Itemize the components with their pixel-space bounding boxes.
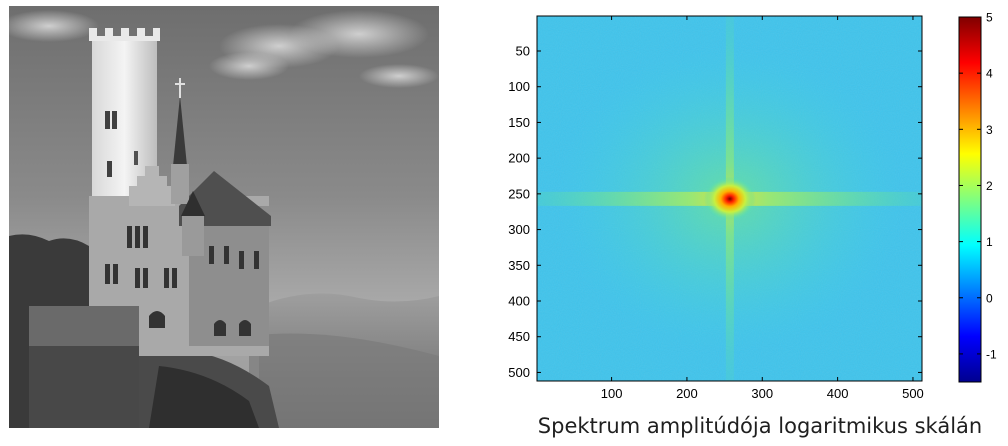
castle-window (105, 264, 110, 284)
arched-window (214, 320, 226, 336)
tower-window (134, 151, 138, 165)
castle-window (113, 264, 118, 284)
plot-frame (536, 15, 923, 382)
cliff-shadow (149, 366, 259, 428)
center-peak (703, 176, 756, 221)
colorbar-tick-label: -1 (986, 347, 997, 361)
y-tick-label: 200 (508, 151, 530, 166)
colorbar: -1 0 1 2 3 4 5 (958, 11, 997, 383)
tower-window (107, 161, 112, 177)
colorbar-tick-label: 0 (986, 291, 993, 305)
castle-window (135, 226, 140, 248)
y-tick-label: 450 (508, 329, 530, 344)
tower-window (105, 111, 110, 129)
spectrum-chart: 100 200 300 400 500 501001502002503003504004… (508, 11, 997, 401)
x-tick-label: 300 (751, 386, 773, 400)
colorbar-tick-label: 3 (986, 123, 993, 137)
x-tick-label: 500 (902, 386, 924, 400)
y-tick-label: 350 (508, 258, 530, 273)
x-tick-label: 400 (827, 386, 849, 400)
castle-window (224, 246, 229, 264)
lower-wall-shadow (29, 346, 139, 428)
y-tick-label: 100 (508, 79, 530, 94)
spire-base (171, 164, 189, 204)
turret-roof (181, 191, 205, 216)
spire (173, 96, 187, 166)
castle-window (135, 268, 140, 288)
heatmap-plot (537, 16, 922, 381)
colorbar-tick-label: 2 (986, 179, 993, 193)
colorbar-tick-label: 4 (986, 67, 993, 81)
y-tick-label: 500 (508, 365, 530, 380)
y-axis: 50 100 150 200 250 300 350 400 450 500 (508, 44, 922, 380)
turret (182, 216, 204, 256)
cloud (289, 10, 429, 58)
colorbar-tick-label: 5 (986, 11, 993, 25)
castle-window (172, 268, 177, 288)
tower-window (112, 111, 117, 129)
arched-window (149, 311, 165, 328)
figure-caption: Spektrum amplitúdója logaritmikus skálán (537, 414, 983, 438)
y-tick-label: 300 (508, 222, 530, 237)
colorbar-scale (958, 16, 982, 383)
y-tick-label: 50 (516, 44, 530, 59)
cloud (209, 52, 289, 80)
colorbar-tick-label: 1 (986, 235, 993, 249)
castle-window (209, 246, 214, 264)
cloud (359, 64, 439, 88)
castle-photo (9, 6, 439, 428)
stepped-gable (129, 166, 175, 206)
castle-window (164, 268, 169, 288)
y-tick-label: 400 (508, 294, 530, 309)
x-tick-label: 100 (601, 386, 623, 400)
valley-slope (249, 333, 439, 428)
castle-window (143, 226, 148, 248)
arched-window (239, 320, 251, 336)
castle-window (239, 251, 244, 269)
y-tick-label: 150 (508, 115, 530, 130)
tower-battlements (89, 28, 160, 41)
castle-window (127, 226, 132, 248)
cloud (9, 10, 99, 42)
x-axis: 100 200 300 400 500 (601, 16, 924, 400)
castle-window (143, 268, 148, 288)
x-tick-label: 200 (676, 386, 698, 400)
y-tick-label: 250 (508, 186, 530, 201)
castle-window (254, 251, 259, 269)
